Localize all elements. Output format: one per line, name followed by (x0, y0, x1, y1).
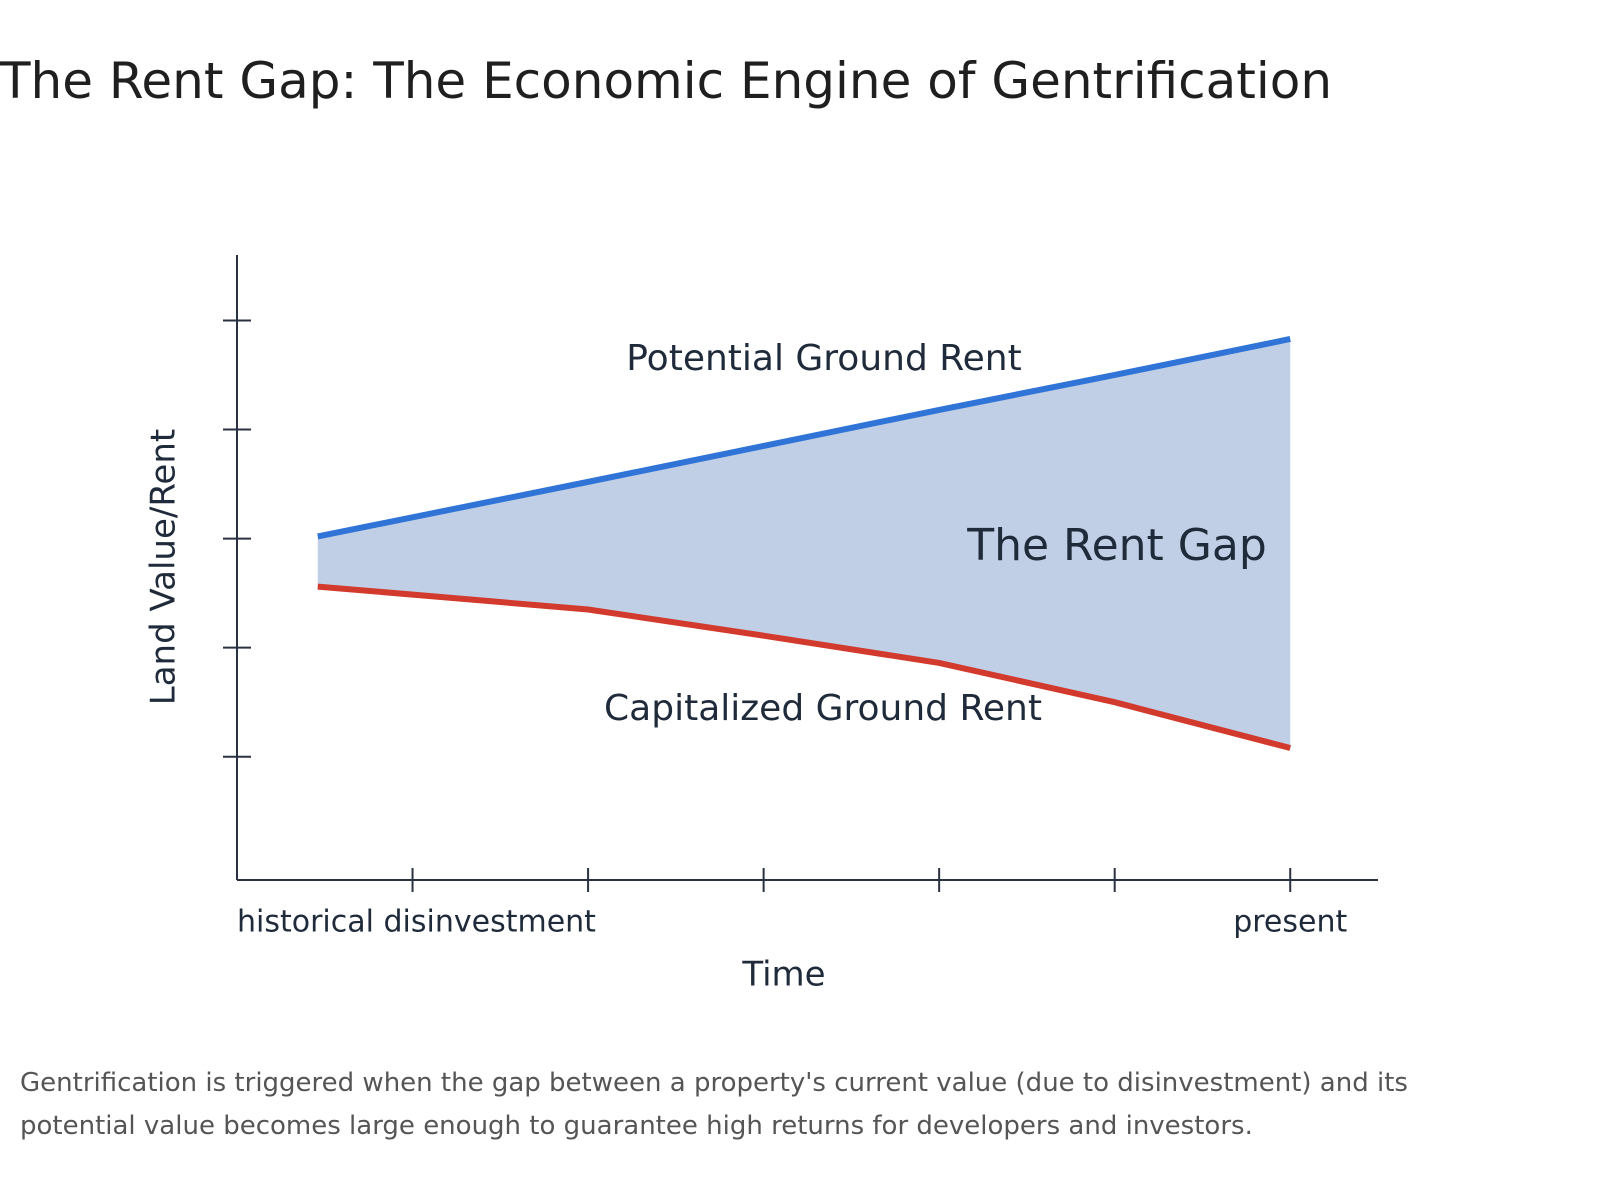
chart: historical disinvestment present Time Land … (144, 255, 1378, 995)
gap-label: The Rent Gap (966, 520, 1267, 571)
caption: Gentrification is triggered when the gap… (20, 1068, 1408, 1141)
x-tick-label: historical disinvestment (237, 905, 596, 940)
series-label: Potential Ground Rent (626, 338, 1022, 379)
series-line (317, 336, 1291, 540)
gap-shading (317, 338, 1291, 749)
series-label: Capitalized Ground Rent (604, 688, 1042, 729)
x-tick-label: present (1233, 905, 1347, 940)
x-axis-label: Time (741, 955, 825, 995)
series-line (317, 583, 1291, 751)
y-axis-label: Land Value/Rent (144, 429, 184, 705)
page-title: The Rent Gap: The Economic Engine of Gen… (0, 52, 1333, 110)
